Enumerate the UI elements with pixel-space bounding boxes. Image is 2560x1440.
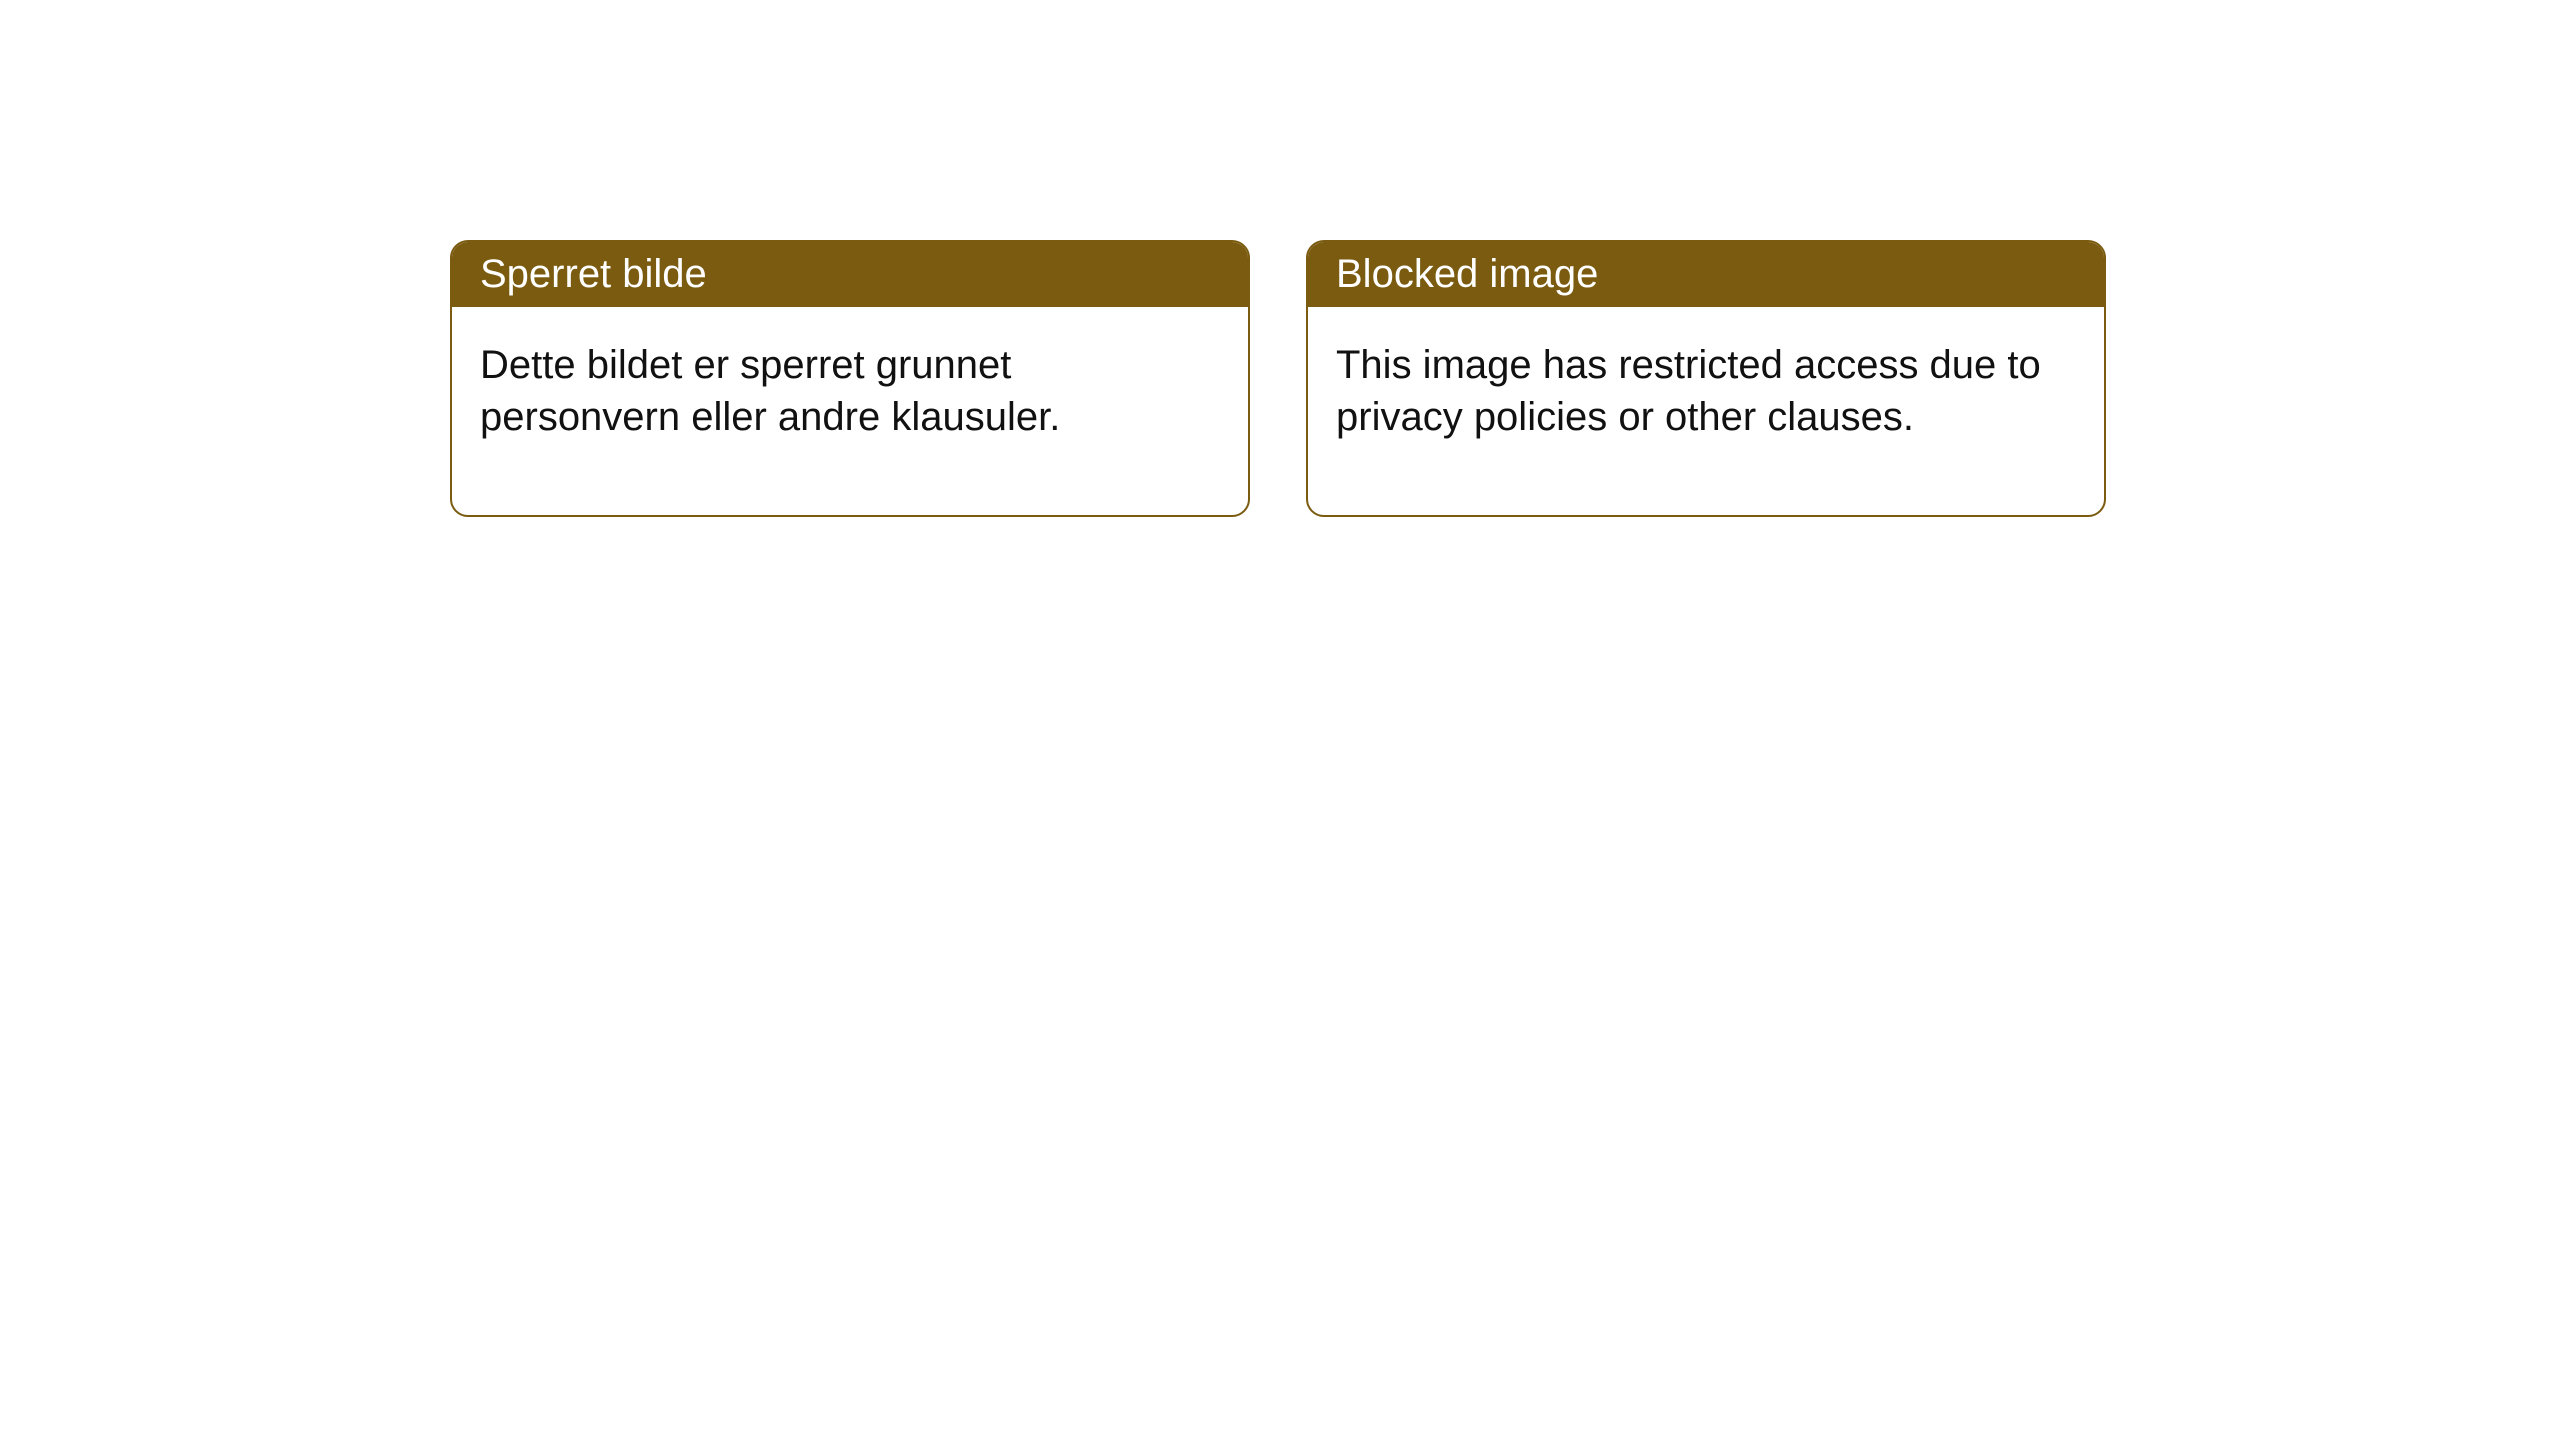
card-title: Sperret bilde	[480, 252, 707, 296]
card-header: Blocked image	[1308, 242, 2104, 307]
blocked-image-card-english: Blocked image This image has restricted …	[1306, 240, 2106, 517]
card-body-text: This image has restricted access due to …	[1336, 343, 2041, 439]
card-body: Dette bildet er sperret grunnet personve…	[452, 307, 1248, 515]
card-title: Blocked image	[1336, 252, 1598, 296]
card-body-text: Dette bildet er sperret grunnet personve…	[480, 343, 1060, 439]
card-body: This image has restricted access due to …	[1308, 307, 2104, 515]
blocked-image-card-norwegian: Sperret bilde Dette bildet er sperret gr…	[450, 240, 1250, 517]
card-header: Sperret bilde	[452, 242, 1248, 307]
cards-container: Sperret bilde Dette bildet er sperret gr…	[450, 240, 2106, 517]
